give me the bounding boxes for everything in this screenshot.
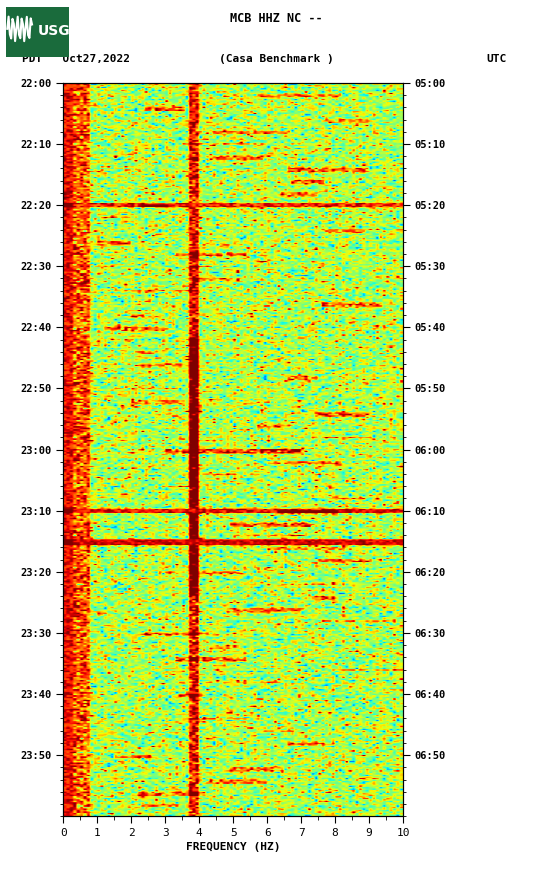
Text: PDT   Oct27,2022: PDT Oct27,2022: [22, 54, 130, 64]
Text: (Casa Benchmark ): (Casa Benchmark ): [219, 54, 333, 64]
Text: MCB HHZ NC --: MCB HHZ NC --: [230, 12, 322, 26]
FancyBboxPatch shape: [6, 6, 69, 57]
Text: UTC: UTC: [487, 54, 507, 64]
X-axis label: FREQUENCY (HZ): FREQUENCY (HZ): [186, 842, 280, 852]
Text: USGS: USGS: [38, 24, 81, 37]
